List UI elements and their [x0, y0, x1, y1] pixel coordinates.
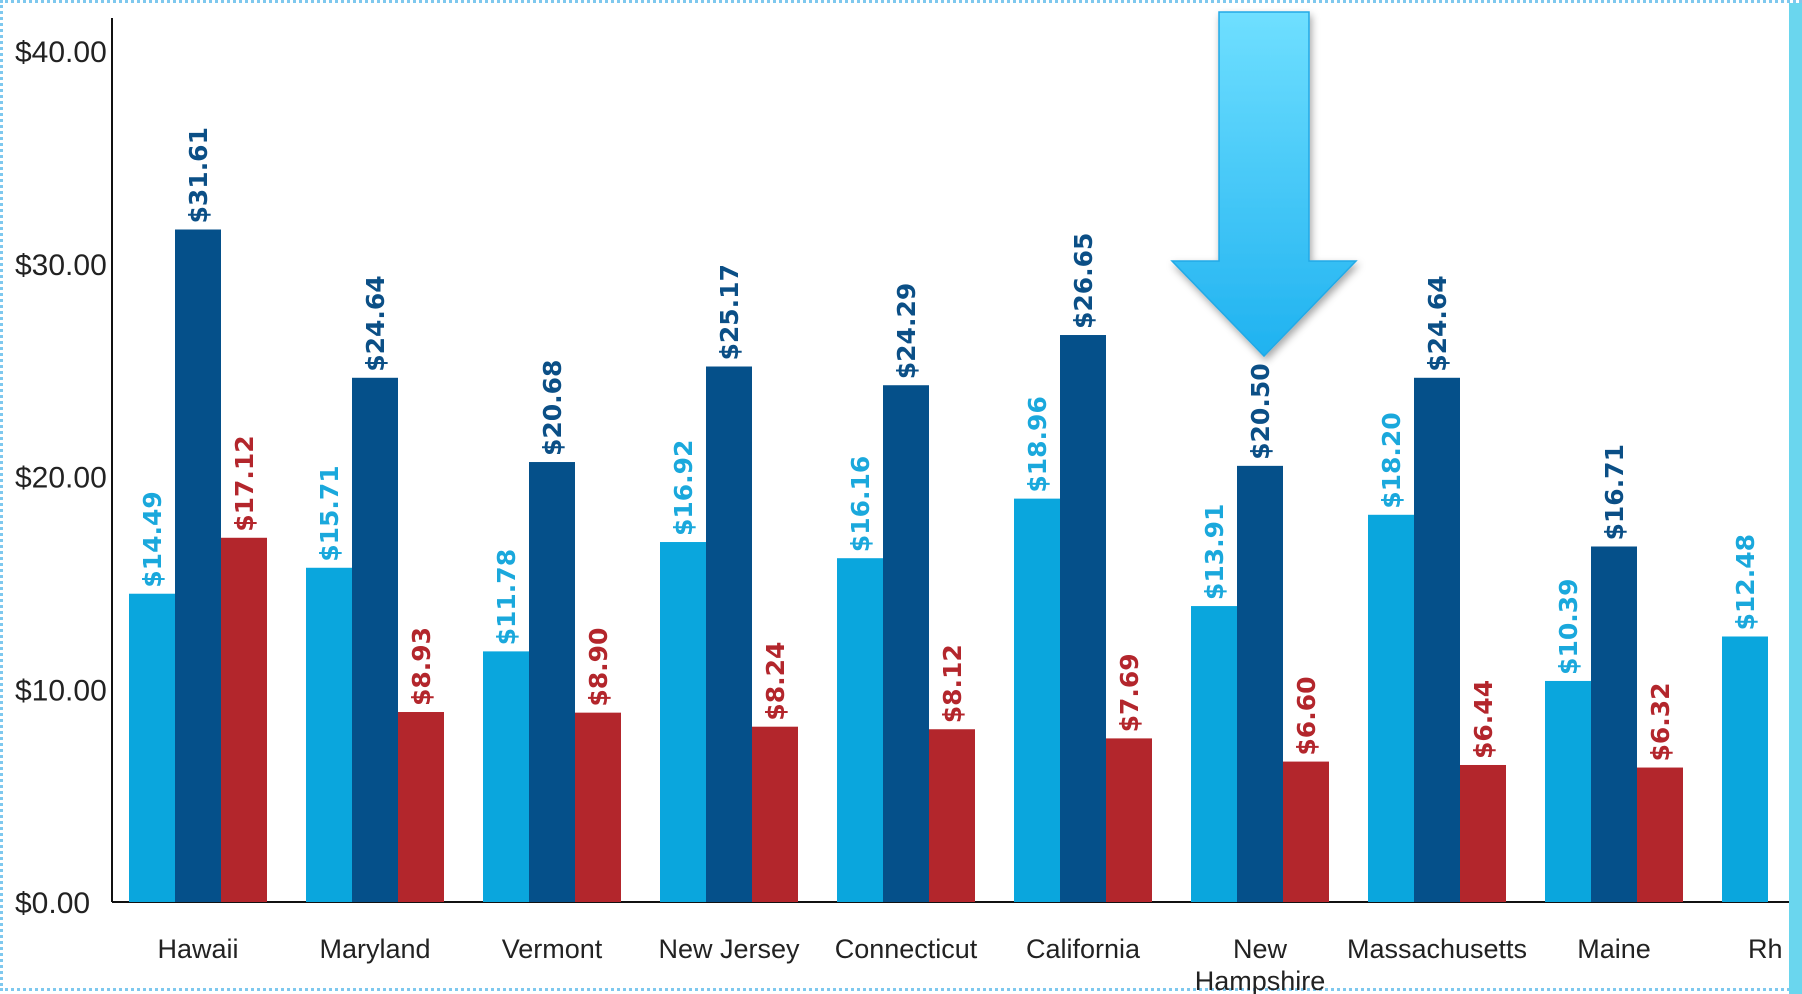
- bar: [175, 229, 221, 902]
- x-tick-label: Maryland: [319, 934, 430, 964]
- data-label: $18.20: [1377, 412, 1406, 508]
- x-tick-label: Vermont: [502, 934, 603, 964]
- y-tick-label: $40.00: [15, 36, 107, 69]
- y-tick-label: $0.00: [15, 887, 90, 920]
- data-label: $8.12: [938, 644, 967, 723]
- bar: [483, 651, 529, 902]
- bar: [1060, 335, 1106, 902]
- bar: [1191, 606, 1237, 902]
- data-label: $8.24: [761, 642, 790, 721]
- bar: [1368, 514, 1414, 902]
- bar: [1237, 465, 1283, 902]
- bar: [1722, 636, 1768, 902]
- bar: [575, 712, 621, 902]
- x-tick-label: Connecticut: [835, 934, 978, 964]
- bar: [660, 542, 706, 902]
- bar: [883, 385, 929, 903]
- data-label: $16.92: [669, 440, 698, 536]
- bar: [1283, 761, 1329, 902]
- data-label: $24.29: [892, 283, 921, 379]
- value-labels: $14.49 $31.61 $17.12 $15.71 $24.64 $8.93 $11.7…: [138, 127, 1760, 762]
- x-tick-label: Maine: [1577, 934, 1651, 964]
- data-label: $6.32: [1646, 682, 1675, 761]
- bar: [1014, 498, 1060, 902]
- data-label: $26.65: [1069, 233, 1098, 329]
- x-tick-label: New Jersey: [658, 934, 800, 964]
- bar: [529, 462, 575, 902]
- bar: [837, 558, 883, 902]
- data-label: $31.61: [184, 127, 213, 223]
- x-tick-labels: Hawaii Maryland Vermont New Jersey Connectic…: [157, 934, 1782, 994]
- data-label: $12.48: [1731, 534, 1760, 630]
- bar: [1637, 767, 1683, 902]
- data-label: $8.90: [584, 628, 613, 707]
- data-label: $24.64: [361, 275, 390, 371]
- data-label: $20.68: [538, 360, 567, 456]
- x-tick-label: Massachusetts: [1347, 934, 1527, 964]
- data-label: $13.91: [1200, 504, 1229, 600]
- data-label: $6.60: [1292, 677, 1321, 756]
- data-label: $11.78: [492, 549, 521, 645]
- x-tick-label: New: [1233, 934, 1288, 964]
- data-label: $7.69: [1115, 653, 1144, 732]
- arrow-down-icon: [1170, 11, 1358, 358]
- x-tick-label: Rh: [1748, 934, 1783, 964]
- bar: [1106, 738, 1152, 902]
- data-label: $14.49: [138, 491, 167, 587]
- right-edge-strip: [1789, 3, 1802, 994]
- highlight-arrow: [1170, 11, 1358, 358]
- y-tick-label: $20.00: [15, 462, 107, 495]
- bar: [129, 593, 175, 902]
- data-label: $6.44: [1469, 680, 1498, 759]
- data-label: $18.96: [1023, 396, 1052, 492]
- x-tick-label: Hawaii: [157, 934, 238, 964]
- x-tick-label: Hampshire: [1195, 966, 1326, 994]
- bar: [352, 377, 398, 902]
- data-label: $25.17: [715, 264, 744, 360]
- data-label: $10.39: [1554, 578, 1583, 674]
- bar: [1591, 546, 1637, 902]
- bar: [1414, 377, 1460, 902]
- data-label: $24.64: [1423, 275, 1452, 371]
- data-label: $17.12: [230, 435, 259, 531]
- y-tick-label: $10.00: [15, 674, 107, 707]
- y-tick-labels: $0.00 $10.00 $20.00 $30.00 $40.00: [15, 36, 107, 920]
- x-tick-label: California: [1026, 934, 1141, 964]
- bar: [1460, 764, 1506, 902]
- bars: [129, 229, 1768, 903]
- bar-chart: $14.49 $31.61 $17.12 $15.71 $24.64 $8.93 $11.7…: [15, 11, 1789, 994]
- data-label: $8.93: [407, 627, 436, 706]
- bar: [706, 366, 752, 902]
- bar: [398, 712, 444, 902]
- y-tick-label: $30.00: [15, 249, 107, 282]
- bar: [929, 729, 975, 902]
- data-label: $16.71: [1600, 444, 1629, 540]
- data-label: $16.16: [846, 456, 875, 552]
- bar: [221, 537, 267, 902]
- bar: [1545, 680, 1591, 902]
- bar: [752, 726, 798, 902]
- data-label: $20.50: [1246, 363, 1275, 459]
- bar: [306, 567, 352, 902]
- data-label: $15.71: [315, 465, 344, 561]
